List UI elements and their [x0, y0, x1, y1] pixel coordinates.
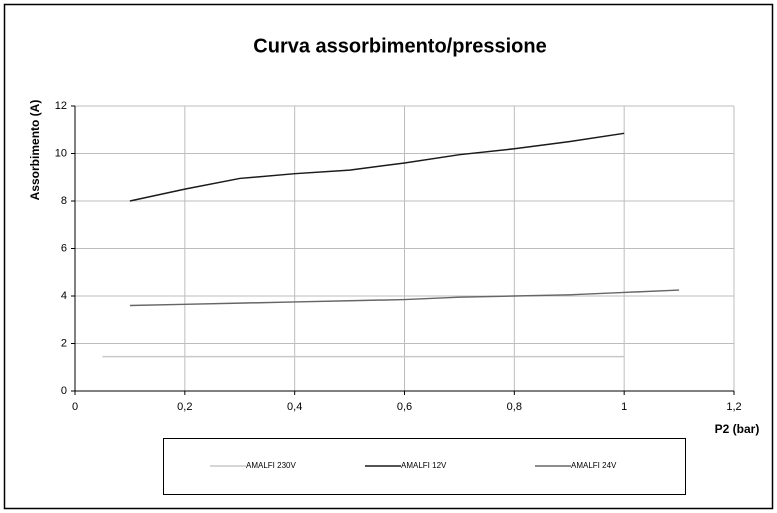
y-tick-label: 10 — [55, 147, 67, 159]
series-line — [129, 132, 625, 202]
y-axis-label: Assorbimento (A) — [28, 100, 42, 201]
x-tick-label: 0 — [72, 401, 78, 413]
y-tick-label: 8 — [61, 195, 67, 207]
series-line — [129, 289, 680, 307]
legend — [163, 438, 686, 495]
y-tick-label: 12 — [55, 100, 67, 112]
x-tick-label: 0,4 — [287, 401, 302, 413]
x-tick-label: 0,6 — [397, 401, 412, 413]
chart-frame — [3, 3, 774, 510]
y-tick-label: 6 — [61, 242, 67, 254]
y-tick-label: 2 — [61, 337, 67, 349]
legend-label: AMALFI 230V — [246, 461, 296, 470]
x-axis-label: P2 (bar) — [715, 422, 760, 436]
x-tick-label: 0,8 — [507, 401, 522, 413]
legend-label: AMALFI 12V — [401, 461, 447, 470]
chart-title: Curva assorbimento/pressione — [253, 35, 546, 57]
x-tick-label: 1 — [621, 401, 627, 413]
legend-label: AMALFI 24V — [571, 461, 617, 470]
y-tick-label: 4 — [61, 290, 67, 302]
y-tick-label: 0 — [61, 385, 67, 397]
x-tick-label: 0,2 — [177, 401, 192, 413]
x-tick-label: 1,2 — [726, 401, 741, 413]
